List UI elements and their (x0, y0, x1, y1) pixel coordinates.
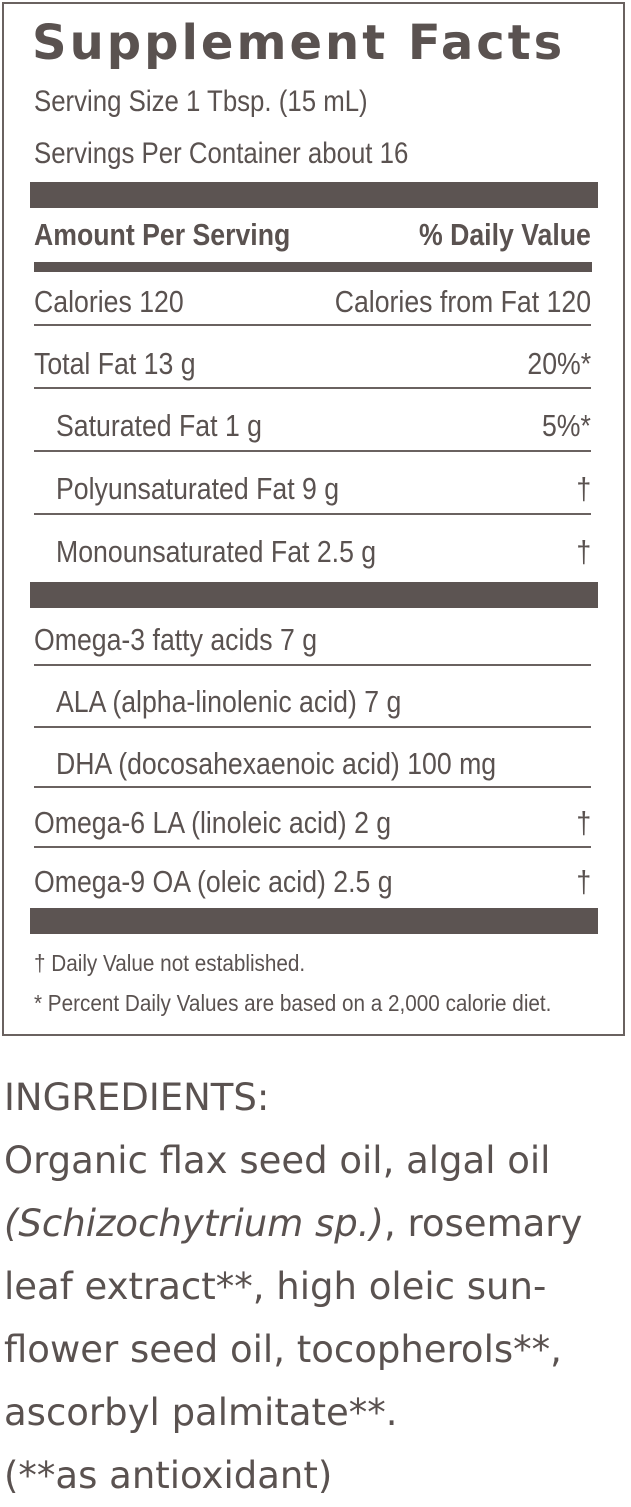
nutrient-daily-value: † (576, 534, 591, 569)
ingredients-line: leaf extract**, high oleic sun- (4, 1265, 547, 1308)
row-rule (34, 513, 591, 515)
nutrient-daily-value: † (576, 805, 591, 840)
amount-per-serving-header: Amount Per Serving (34, 217, 291, 252)
panel-title: Supplement Facts (32, 15, 566, 71)
nutrient-row-monounsaturated-fat: Monounsaturated Fat 2.5 g † (56, 528, 591, 576)
nutrient-row-dha: DHA (docosahexaenoic acid) 100 mg (56, 740, 591, 788)
serving-size: Serving Size 1 Tbsp. (15 mL) (34, 85, 368, 118)
nutrient-label: Monounsaturated Fat 2.5 g (56, 534, 377, 569)
nutrient-daily-value: 20%* (527, 346, 591, 381)
row-rule (34, 786, 591, 788)
row-rule (34, 450, 591, 452)
nutrient-daily-value: 5%* (542, 408, 591, 443)
medium-divider (34, 262, 592, 272)
nutrient-label: Saturated Fat 1 g (56, 408, 263, 443)
ingredients-section: INGREDIENTS: Organic flax seed oil, alga… (4, 1066, 629, 1507)
row-rule (34, 726, 591, 728)
nutrient-label: ALA (alpha-linolenic acid) 7 g (56, 684, 402, 719)
nutrient-row-omega-9: Omega-9 OA (oleic acid) 2.5 g † (34, 858, 591, 906)
nutrient-daily-value: † (576, 471, 591, 506)
servings-per-container: Servings Per Container about 16 (34, 137, 409, 170)
footnote-percent-daily-value: * Percent Daily Values are based on a 2,… (34, 990, 552, 1016)
supplement-facts-panel (2, 2, 625, 1036)
nutrient-label: Omega-3 fatty acids 7 g (34, 622, 318, 657)
thick-divider-top (30, 182, 598, 208)
nutrient-row-polyunsaturated-fat: Polyunsaturated Fat 9 g † (56, 465, 591, 513)
nutrient-row-omega-3: Omega-3 fatty acids 7 g (34, 616, 591, 664)
nutrient-label: Omega-9 OA (oleic acid) 2.5 g (34, 864, 393, 899)
thick-divider-bottom (30, 908, 598, 934)
ingredients-heading: INGREDIENTS: (4, 1076, 270, 1119)
row-rule (34, 846, 591, 848)
nutrient-label: DHA (docosahexaenoic acid) 100 mg (56, 746, 497, 781)
ingredients-line: (Schizochytrium sp.), rosemary (4, 1192, 629, 1255)
ingredients-line: Organic flax seed oil, algal oil (4, 1139, 551, 1182)
ingredients-line: ascorbyl palmitate**. (4, 1391, 398, 1434)
nutrient-row-saturated-fat: Saturated Fat 1 g 5%* (56, 402, 591, 450)
footnote-dagger: † Daily Value not established. (34, 950, 306, 976)
ingredients-line: flower seed oil, tocopherols**, (4, 1328, 562, 1371)
nutrient-daily-value: † (576, 864, 591, 899)
ingredients-antioxidant-note: (**as antioxidant) (4, 1454, 333, 1497)
calories-row: Calories 120 Calories from Fat 120 (34, 278, 591, 326)
ingredients-line-rest: , rosemary (383, 1202, 583, 1245)
row-rule (34, 387, 591, 389)
calories-label: Calories 120 (34, 284, 184, 319)
nutrient-label: Omega-6 LA (linoleic acid) 2 g (34, 805, 392, 840)
nutrient-row-ala: ALA (alpha-linolenic acid) 7 g (56, 678, 591, 726)
nutrient-row-total-fat: Total Fat 13 g 20%* (34, 340, 591, 388)
calories-from-fat: Calories from Fat 120 (334, 284, 591, 319)
nutrient-label: Total Fat 13 g (34, 346, 196, 381)
nutrient-row-omega-6: Omega-6 LA (linoleic acid) 2 g † (34, 799, 591, 847)
nutrient-label: Polyunsaturated Fat 9 g (56, 471, 340, 506)
daily-value-header: % Daily Value (419, 217, 591, 252)
ingredients-species-italic: (Schizochytrium sp.) (4, 1202, 384, 1245)
row-rule (34, 664, 591, 666)
row-rule (34, 324, 591, 326)
thick-divider-middle (30, 582, 598, 608)
